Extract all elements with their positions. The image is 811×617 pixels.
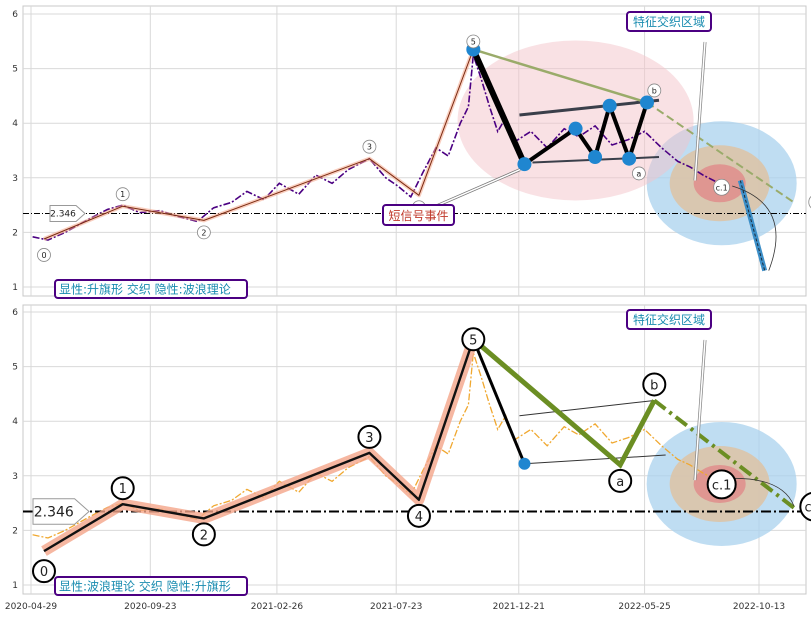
wave-point-marker (31, 559, 56, 584)
wave-point-marker (37, 248, 51, 262)
wave-line (43, 49, 474, 240)
prediction-bar-center (739, 180, 766, 271)
wave-point-label: a (616, 475, 624, 490)
wave-point-label: 3 (367, 143, 372, 152)
wave-line (43, 338, 475, 553)
bottom-chart-panel: 1 2 3 4 5 6 2020-04-29 2020-09-23 2021-02-26 2021… (5, 304, 811, 612)
short-signal-label-box (382, 204, 455, 226)
drop-line (471, 338, 526, 465)
wave-point-label: 4 (415, 510, 423, 525)
feature-arrow-inner (694, 41, 706, 181)
wave-point-label: 0 (41, 251, 46, 260)
y-tick-label: 2 (12, 228, 18, 238)
pattern-caption: 显性:波浪理论 交织 隐性:升旗形 (59, 579, 231, 594)
wave-point-marker (608, 468, 633, 493)
x-tick-label: 2020-09-23 (124, 602, 176, 612)
wave-c-projection (653, 398, 798, 512)
wave-point-marker (713, 178, 731, 196)
y-tick-label: 3 (12, 472, 18, 482)
flag-zigzag (523, 99, 649, 166)
wave-point-marker (196, 225, 211, 240)
trend-line-5-b (472, 48, 648, 104)
blue-marker (588, 150, 603, 165)
short-signal-arrow-inner (431, 168, 521, 209)
wave-point-label: 1 (119, 482, 127, 497)
wave-point-marker (461, 327, 486, 352)
y-tick-label: 5 (12, 65, 18, 75)
wave-point-label: c.2 (805, 501, 811, 516)
wave-point-marker (642, 372, 667, 397)
x-tick-label: 2021-12-21 (493, 602, 545, 612)
blue-marker (602, 98, 617, 113)
wave-point-label: 1 (120, 190, 125, 199)
y-tick-label: 3 (12, 174, 18, 184)
blue-marker (568, 121, 583, 136)
flag-lower-channel (524, 454, 666, 465)
wave-point-label: b (652, 86, 657, 95)
wave-point-marker (706, 469, 737, 500)
wave-point-marker (808, 195, 811, 209)
flag-upper-channel (519, 399, 655, 417)
level-value-label: 2.346 (34, 505, 74, 521)
y-tick-label: 4 (12, 417, 18, 427)
fan-arc (724, 477, 795, 506)
wave-point-label: 2 (200, 528, 208, 543)
y-tick-label: 6 (12, 10, 18, 20)
blue-marker (518, 457, 531, 470)
wave-point-label: b (650, 378, 658, 393)
y-tick-label: 1 (12, 283, 18, 293)
wave-point-label: 2 (201, 228, 206, 237)
y-tick-label: 5 (12, 363, 18, 373)
wave-point-label: c.1 (716, 183, 728, 192)
level-value-label: 2.346 (50, 210, 76, 220)
trend-projection (646, 101, 795, 204)
feature-zone-label: 特征交织区域 (633, 312, 705, 327)
flag-pole (470, 48, 528, 166)
wave-point-marker (799, 492, 811, 522)
wave-point-marker (631, 166, 646, 181)
wave-point-marker (115, 187, 130, 202)
short-signal-label: 短信号事件 (388, 209, 448, 223)
x-tick-label: 2021-07-23 (370, 602, 422, 612)
level-arrow-label-box (32, 498, 90, 525)
level-arrow-label-box (49, 205, 86, 223)
wave-point-marker (466, 34, 481, 49)
pattern-caption-box (54, 576, 248, 596)
wave-point-label: 5 (469, 333, 477, 348)
y-tick-label: 2 (12, 526, 18, 536)
pattern-caption: 显性:升旗形 交织 隐性:波浪理论 (59, 282, 231, 297)
x-tick-label: 2022-05-25 (618, 602, 670, 612)
wave-point-label: 5 (471, 37, 476, 46)
feature-zone-label-box (626, 11, 712, 32)
wave-point-marker (191, 522, 216, 547)
wave-point-label: a (636, 169, 641, 178)
wave-point-marker (357, 424, 382, 449)
blue-marker (622, 151, 637, 166)
blue-marker (517, 157, 532, 172)
wave-point-label: 0 (40, 565, 48, 580)
feature-arrow-inner (694, 339, 706, 481)
blue-marker (640, 95, 654, 110)
wave-point-label: c.1 (712, 478, 732, 493)
pattern-caption-box (54, 279, 248, 299)
wave-point-label: 3 (365, 431, 373, 446)
wave-point-marker (362, 139, 377, 154)
x-tick-label: 2021-02-26 (251, 602, 304, 612)
y-tick-label: 1 (12, 581, 18, 591)
wave-point-marker (647, 83, 662, 98)
x-tick-label: 2022-10-13 (733, 602, 785, 612)
y-tick-label: 6 (12, 308, 18, 318)
wave-point-marker (110, 476, 135, 501)
wave-point-marker (406, 503, 431, 528)
x-tick-label: 2020-04-29 (5, 602, 58, 612)
feature-zone-label-box (626, 309, 712, 330)
feature-zone-label: 特征交织区域 (633, 14, 705, 29)
flag-upper-channel (519, 98, 660, 117)
fan-arc (732, 185, 777, 271)
y-tick-label: 4 (12, 119, 18, 129)
wave-abc (471, 337, 657, 469)
flag-zone-ellipse (457, 40, 694, 201)
